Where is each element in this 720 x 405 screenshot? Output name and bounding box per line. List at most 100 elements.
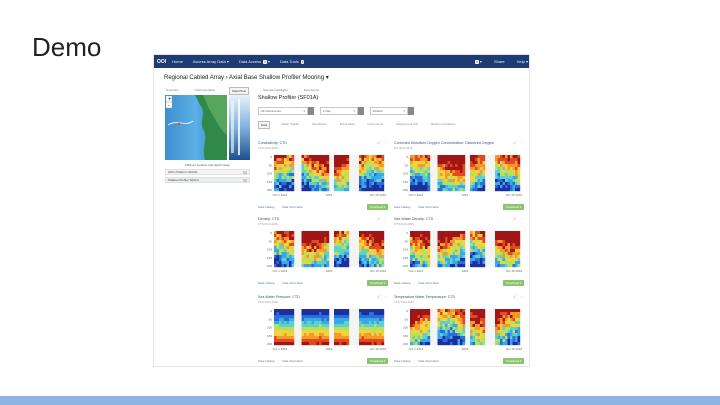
- heatmap-cell: [507, 179, 511, 183]
- heatmap-cell: [276, 258, 280, 262]
- instrument-select[interactable]: All Instruments ▾: [258, 107, 308, 115]
- tab-bottom[interactable]: Bottom Conditions: [431, 122, 456, 126]
- tab-event-data[interactable]: Event Data: [339, 122, 355, 126]
- chart-tools-icon[interactable]: ⤢ ⋮: [377, 295, 388, 299]
- nav-data-access[interactable]: Data Access 0 ▾: [238, 59, 270, 64]
- heatmap-cell: [336, 158, 340, 162]
- data-catalog-link[interactable]: Data Catalog: [394, 359, 411, 363]
- range-select[interactable]: 1 Day ▾: [320, 107, 358, 115]
- heatmap-cell: [425, 258, 428, 262]
- data-info-link[interactable]: Data Information: [282, 281, 304, 285]
- nav-data-tools[interactable]: Data Tools 0: [279, 59, 305, 64]
- tab-instruments[interactable]: Instruments: [367, 122, 384, 126]
- heatmap-cell: [510, 237, 513, 241]
- heatmap-cell: [339, 261, 342, 265]
- data-catalog-link[interactable]: Data Catalog: [394, 205, 411, 209]
- heatmap-cell: [334, 188, 337, 192]
- download-button[interactable]: Download ▾: [503, 204, 524, 210]
- download-button[interactable]: Download ▾: [503, 358, 524, 364]
- subnav-data-plots[interactable]: Data Plots: [229, 87, 250, 95]
- heatmap-cell: [450, 336, 453, 340]
- heatmap-cell: [346, 312, 350, 316]
- heatmap-cell: [512, 176, 516, 180]
- chart-tools-icon[interactable]: ⤢ ⋮: [377, 141, 388, 145]
- nav-access-array-data[interactable]: Access Array Data ▾: [192, 59, 229, 64]
- range-select-button[interactable]: [358, 107, 364, 115]
- nav-home[interactable]: Home: [172, 59, 183, 64]
- data-info-link[interactable]: Data Information: [418, 359, 440, 363]
- heatmap-cell: [371, 231, 375, 235]
- nav-user-menu[interactable]: 0 ▾: [475, 59, 482, 64]
- data-info-link[interactable]: Data Information: [282, 205, 304, 209]
- style-select-button[interactable]: [408, 107, 414, 115]
- data-catalog-link[interactable]: Data Catalog: [258, 359, 275, 363]
- heatmap-cell: [500, 315, 503, 319]
- download-button[interactable]: Download ▾: [367, 280, 388, 286]
- heatmap-cell: [314, 240, 317, 244]
- style-select[interactable]: Default ▾: [370, 107, 408, 115]
- heatmap-cell: [425, 249, 428, 253]
- tab-glider[interactable]: Glider Tracks: [281, 122, 300, 126]
- download-button[interactable]: Download ▾: [503, 280, 524, 286]
- location-item[interactable]: 200m Platform SF03A: [165, 169, 250, 175]
- tab-operations[interactable]: Operations: [312, 122, 327, 126]
- nav-help[interactable]: Help ▾: [516, 59, 528, 64]
- heatmap-cell: [420, 234, 423, 238]
- tab-data[interactable]: Data: [258, 121, 271, 129]
- heatmap-cell: [344, 330, 347, 334]
- data-info-link[interactable]: Data Information: [282, 359, 304, 363]
- heatmap-cell: [497, 255, 501, 259]
- heatmap-cell: [324, 173, 327, 177]
- ooi-logo[interactable]: OOI: [157, 58, 167, 65]
- heatmap-cell: [326, 315, 330, 319]
- heatmap-cell: [359, 173, 362, 177]
- heatmap-cell: [445, 155, 448, 159]
- breadcrumb[interactable]: Regional Cabled Array › Axial Base Shall…: [164, 75, 329, 81]
- data-catalog-link[interactable]: Data Catalog: [394, 281, 411, 285]
- heatmap-cell: [447, 234, 451, 238]
- nav-share[interactable]: Share: [493, 59, 505, 64]
- heatmap-cell: [274, 252, 277, 256]
- heatmap-cell: [425, 333, 428, 337]
- chart-tools-icon[interactable]: ⤢ ⋮: [377, 217, 388, 221]
- heatmap-cell: [341, 318, 345, 322]
- y-tick-label: 200: [267, 264, 272, 268]
- heatmap-cell: [306, 327, 310, 331]
- chart-tools-icon[interactable]: ⤢ ⋮: [513, 141, 524, 145]
- heatmap-cell: [311, 258, 315, 262]
- heatmap-cell: [497, 327, 501, 331]
- location-item[interactable]: Shallow Profiler SF01A: [165, 177, 250, 183]
- heatmap-cell: [455, 339, 458, 343]
- data-catalog-link[interactable]: Data Catalog: [258, 205, 275, 209]
- heatmap-cell: [344, 237, 347, 241]
- instrument-select-button[interactable]: [308, 107, 314, 115]
- heatmap-cell: [482, 336, 486, 340]
- heatmap-cell: [379, 261, 382, 265]
- subnav-instrumentation[interactable]: Instrumentation: [194, 88, 216, 92]
- data-catalog-link[interactable]: Data Catalog: [258, 281, 275, 285]
- download-button[interactable]: Download ▾: [367, 204, 388, 210]
- chart-tools-icon[interactable]: ⤢ ⋮: [513, 295, 524, 299]
- location-map[interactable]: + -: [165, 95, 250, 160]
- subnav-science[interactable]: Science Highlights: [263, 88, 288, 92]
- heatmap-cell: [276, 188, 280, 192]
- data-info-link[interactable]: Data Information: [418, 281, 440, 285]
- heatmap-cell: [344, 158, 347, 162]
- heatmap-cell: [502, 312, 506, 316]
- subnav-overview[interactable]: Overview: [166, 88, 179, 92]
- data-info-link[interactable]: Data Information: [418, 205, 440, 209]
- tab-deployment[interactable]: Deployment Info: [396, 122, 419, 126]
- download-button[interactable]: Download ▾: [367, 358, 388, 364]
- chart-tools-icon[interactable]: ⤢ ⋮: [513, 217, 524, 221]
- heatmap-cell: [455, 318, 458, 322]
- y-tick-label: 150: [267, 334, 272, 338]
- subnav-documents[interactable]: Documents: [303, 88, 319, 92]
- heatmap-cell: [341, 258, 345, 262]
- heatmap-cell: [321, 237, 325, 241]
